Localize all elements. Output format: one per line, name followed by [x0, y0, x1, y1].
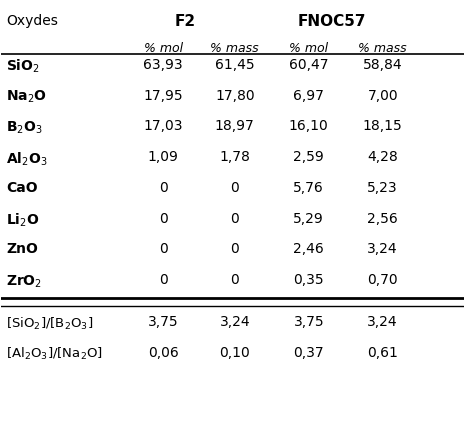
Text: 61,45: 61,45 [215, 58, 255, 72]
Text: 1,78: 1,78 [219, 150, 250, 164]
Text: Oxydes: Oxydes [6, 14, 58, 28]
Text: 2,56: 2,56 [367, 212, 398, 226]
Text: % mass: % mass [359, 42, 407, 55]
Text: 7,00: 7,00 [367, 89, 398, 103]
Text: 16,10: 16,10 [289, 120, 329, 133]
Text: 18,97: 18,97 [215, 120, 255, 133]
Text: 5,76: 5,76 [293, 181, 324, 195]
Text: 3,75: 3,75 [148, 316, 179, 329]
Text: [SiO$_2$]/[B$_2$O$_3$]: [SiO$_2$]/[B$_2$O$_3$] [6, 316, 93, 332]
Text: Li$_2$O: Li$_2$O [6, 212, 40, 229]
Text: CaO: CaO [6, 181, 38, 195]
Text: 5,29: 5,29 [293, 212, 324, 226]
Text: 3,75: 3,75 [293, 316, 324, 329]
Text: ZrO$_2$: ZrO$_2$ [6, 273, 42, 289]
Text: 0: 0 [231, 243, 239, 256]
Text: % mass: % mass [211, 42, 259, 55]
Text: 0,37: 0,37 [293, 346, 324, 360]
Text: 3,24: 3,24 [367, 243, 398, 256]
Text: 0: 0 [159, 212, 167, 226]
Text: 58,84: 58,84 [363, 58, 403, 72]
Text: 0,06: 0,06 [148, 346, 179, 360]
Text: SiO$_2$: SiO$_2$ [6, 58, 40, 75]
Text: 0: 0 [231, 181, 239, 195]
Text: ZnO: ZnO [6, 243, 38, 256]
Text: 17,95: 17,95 [143, 89, 183, 103]
Text: 63,93: 63,93 [143, 58, 183, 72]
Text: 5,23: 5,23 [367, 181, 398, 195]
Text: FNOC57: FNOC57 [298, 14, 366, 29]
Text: 0: 0 [231, 273, 239, 287]
Text: 0: 0 [159, 181, 167, 195]
Text: 3,24: 3,24 [219, 316, 250, 329]
Text: 1,09: 1,09 [148, 150, 179, 164]
Text: 6,97: 6,97 [293, 89, 324, 103]
Text: 18,15: 18,15 [363, 120, 403, 133]
Text: 2,46: 2,46 [293, 243, 324, 256]
Text: 17,80: 17,80 [215, 89, 255, 103]
Text: 2,59: 2,59 [293, 150, 324, 164]
Text: 3,24: 3,24 [367, 316, 398, 329]
Text: 17,03: 17,03 [143, 120, 183, 133]
Text: % mol: % mol [289, 42, 328, 55]
Text: Al$_2$O$_3$: Al$_2$O$_3$ [6, 150, 47, 168]
Text: 0,10: 0,10 [219, 346, 250, 360]
Text: 0: 0 [159, 273, 167, 287]
Text: % mol: % mol [144, 42, 183, 55]
Text: 0: 0 [159, 243, 167, 256]
Text: 0: 0 [231, 212, 239, 226]
Text: 4,28: 4,28 [367, 150, 398, 164]
Text: [Al$_2$O$_3$]/[Na$_2$O]: [Al$_2$O$_3$]/[Na$_2$O] [6, 346, 103, 362]
Text: 0,35: 0,35 [293, 273, 324, 287]
Text: F2: F2 [174, 14, 196, 29]
Text: Na$_2$O: Na$_2$O [6, 89, 47, 105]
Text: 0,61: 0,61 [367, 346, 398, 360]
Text: B$_2$O$_3$: B$_2$O$_3$ [6, 120, 43, 136]
Text: 60,47: 60,47 [289, 58, 328, 72]
Text: 0,70: 0,70 [367, 273, 398, 287]
